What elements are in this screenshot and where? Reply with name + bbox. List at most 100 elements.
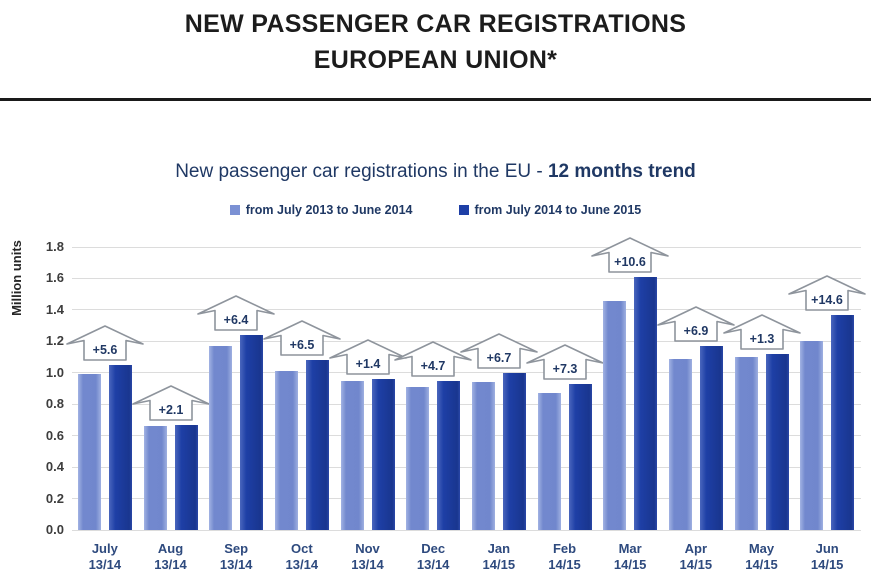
bar-2013-2014-july (77, 374, 101, 530)
legend-label: from July 2013 to June 2014 (245, 203, 413, 217)
bar-2013-2014-apr (668, 358, 692, 530)
page-title-line2: EUROPEAN UNION* (313, 46, 558, 74)
bar-2013-2014-jun (800, 341, 824, 530)
legend-label: from July 2014 to June 2015 (474, 203, 642, 217)
x-label-sep: Sep 13/14 (203, 541, 269, 572)
x-label-period: 14/15 (745, 557, 778, 572)
growth-value: +1.3 (749, 332, 774, 346)
growth-arrow-may: +1.3 (722, 314, 802, 350)
gridline-0.6 (72, 435, 861, 437)
y-tick-1.0: 1.0 (45, 364, 64, 380)
y-tick-0.8: 0.8 (45, 396, 64, 412)
up-arrow-shape (788, 274, 866, 311)
up-arrow-shape (460, 332, 538, 369)
x-label-nov: Nov 13/14 (335, 541, 401, 572)
bar-2014-2015-oct (305, 360, 329, 530)
chart-title-bold: 12 months trend (547, 161, 696, 182)
x-label-period: 14/15 (548, 557, 581, 572)
x-label-month: Aug (157, 541, 184, 556)
x-label-period: 14/15 (810, 557, 844, 572)
x-label-oct: Oct 13/14 (269, 541, 335, 572)
up-arrow-icon: +14.6 (788, 274, 866, 311)
y-tick-1.8: 1.8 (45, 239, 64, 254)
legend-item-0: from July 2013 to June 2014 (229, 203, 413, 217)
x-label-aug: Aug 13/14 (138, 541, 204, 572)
x-label-apr: Apr 14/15 (663, 541, 729, 572)
x-label-period: 13/14 (285, 557, 319, 572)
x-label-month: Feb (552, 541, 577, 556)
up-arrow-shape (525, 343, 604, 380)
up-arrow-shape (197, 295, 275, 331)
legend-swatch-icon (229, 205, 240, 215)
gridline-1.8 (72, 246, 861, 248)
growth-arrow-feb: +7.3 (525, 343, 605, 380)
x-label-month: Jun (815, 541, 839, 556)
x-label-july: July 13/14 (72, 541, 138, 572)
growth-value: +6.4 (224, 313, 249, 327)
x-label-month: Jan (487, 541, 511, 556)
x-label-period: 14/15 (679, 557, 713, 572)
bar-2014-2015-dec (437, 380, 461, 530)
growth-arrow-july: +5.6 (65, 325, 145, 361)
x-label-month: Dec (421, 541, 446, 556)
bar-2014-2015-jan (502, 372, 526, 530)
x-label-mar: Mar 14/15 (597, 541, 663, 572)
gridline-1.6 (72, 277, 861, 279)
x-label-period: 13/14 (219, 557, 253, 572)
up-arrow-shape (657, 306, 735, 342)
up-arrow-icon: +6.9 (657, 306, 735, 342)
bar-2013-2014-may (734, 357, 758, 530)
up-arrow-icon: +10.6 (591, 237, 669, 273)
up-arrow-shape (394, 340, 472, 377)
growth-value: +6.5 (289, 338, 314, 352)
x-label-dec: Dec 13/14 (400, 541, 466, 572)
x-label-feb: Feb 14/15 (532, 541, 598, 572)
bar-2013-2014-dec (406, 386, 430, 530)
up-arrow-shape (591, 237, 669, 273)
x-label-period: 14/15 (482, 557, 516, 572)
bar-2014-2015-nov (371, 379, 395, 530)
up-arrow-shape (66, 325, 144, 361)
bar-2014-2015-july (108, 364, 132, 530)
y-tick-1.4: 1.4 (45, 301, 64, 317)
legend-swatch-icon (458, 205, 469, 215)
bar-2013-2014-oct (274, 371, 298, 530)
page-title: NEW PASSENGER CAR REGISTRATIONS EUROPEAN… (0, 6, 871, 78)
up-arrow-shape (263, 320, 341, 356)
header-divider (0, 98, 871, 101)
up-arrow-icon: +5.6 (66, 325, 144, 361)
growth-arrow-dec: +4.7 (393, 340, 473, 377)
y-tick-0.4: 0.4 (45, 459, 64, 475)
up-arrow-shape (722, 314, 801, 350)
x-label-month: Oct (290, 541, 313, 556)
up-arrow-icon: +6.5 (263, 320, 341, 356)
growth-arrow-sep: +6.4 (196, 295, 276, 331)
bar-2014-2015-sep (240, 335, 264, 530)
bar-2013-2014-aug (143, 426, 167, 530)
bar-2014-2015-jun (831, 314, 855, 530)
chart-area: Million units July 13/14 +5.6 Aug 13/14 +2.1 S… (0, 237, 871, 572)
growth-value: +10.6 (614, 255, 646, 269)
growth-value: +6.9 (683, 324, 708, 338)
bar-2013-2014-nov (340, 380, 364, 530)
x-label-period: 13/14 (88, 557, 122, 572)
x-label-period: 13/14 (351, 557, 384, 572)
gridline-0.2 (72, 498, 861, 500)
x-label-month: Mar (618, 541, 642, 556)
y-tick-0.6: 0.6 (45, 427, 64, 443)
legend-item-1: from July 2014 to June 2015 (458, 203, 642, 217)
growth-arrow-aug: +2.1 (131, 384, 211, 421)
x-label-jun: Jun 14/15 (794, 541, 860, 572)
y-tick-1.2: 1.2 (45, 333, 64, 349)
x-label-month: July (91, 541, 118, 556)
bar-2014-2015-aug (174, 424, 198, 530)
y-tick-1.6: 1.6 (45, 270, 64, 286)
up-arrow-icon: +1.3 (722, 314, 801, 350)
gridline-0.8 (72, 403, 861, 405)
page-title-line1: NEW PASSENGER CAR REGISTRATIONS (184, 10, 687, 38)
bar-2014-2015-apr (699, 346, 723, 530)
up-arrow-icon: +7.3 (525, 343, 604, 380)
chart-title-regular: New passenger car registrations in the E… (175, 161, 548, 182)
growth-value: +6.7 (486, 351, 511, 365)
